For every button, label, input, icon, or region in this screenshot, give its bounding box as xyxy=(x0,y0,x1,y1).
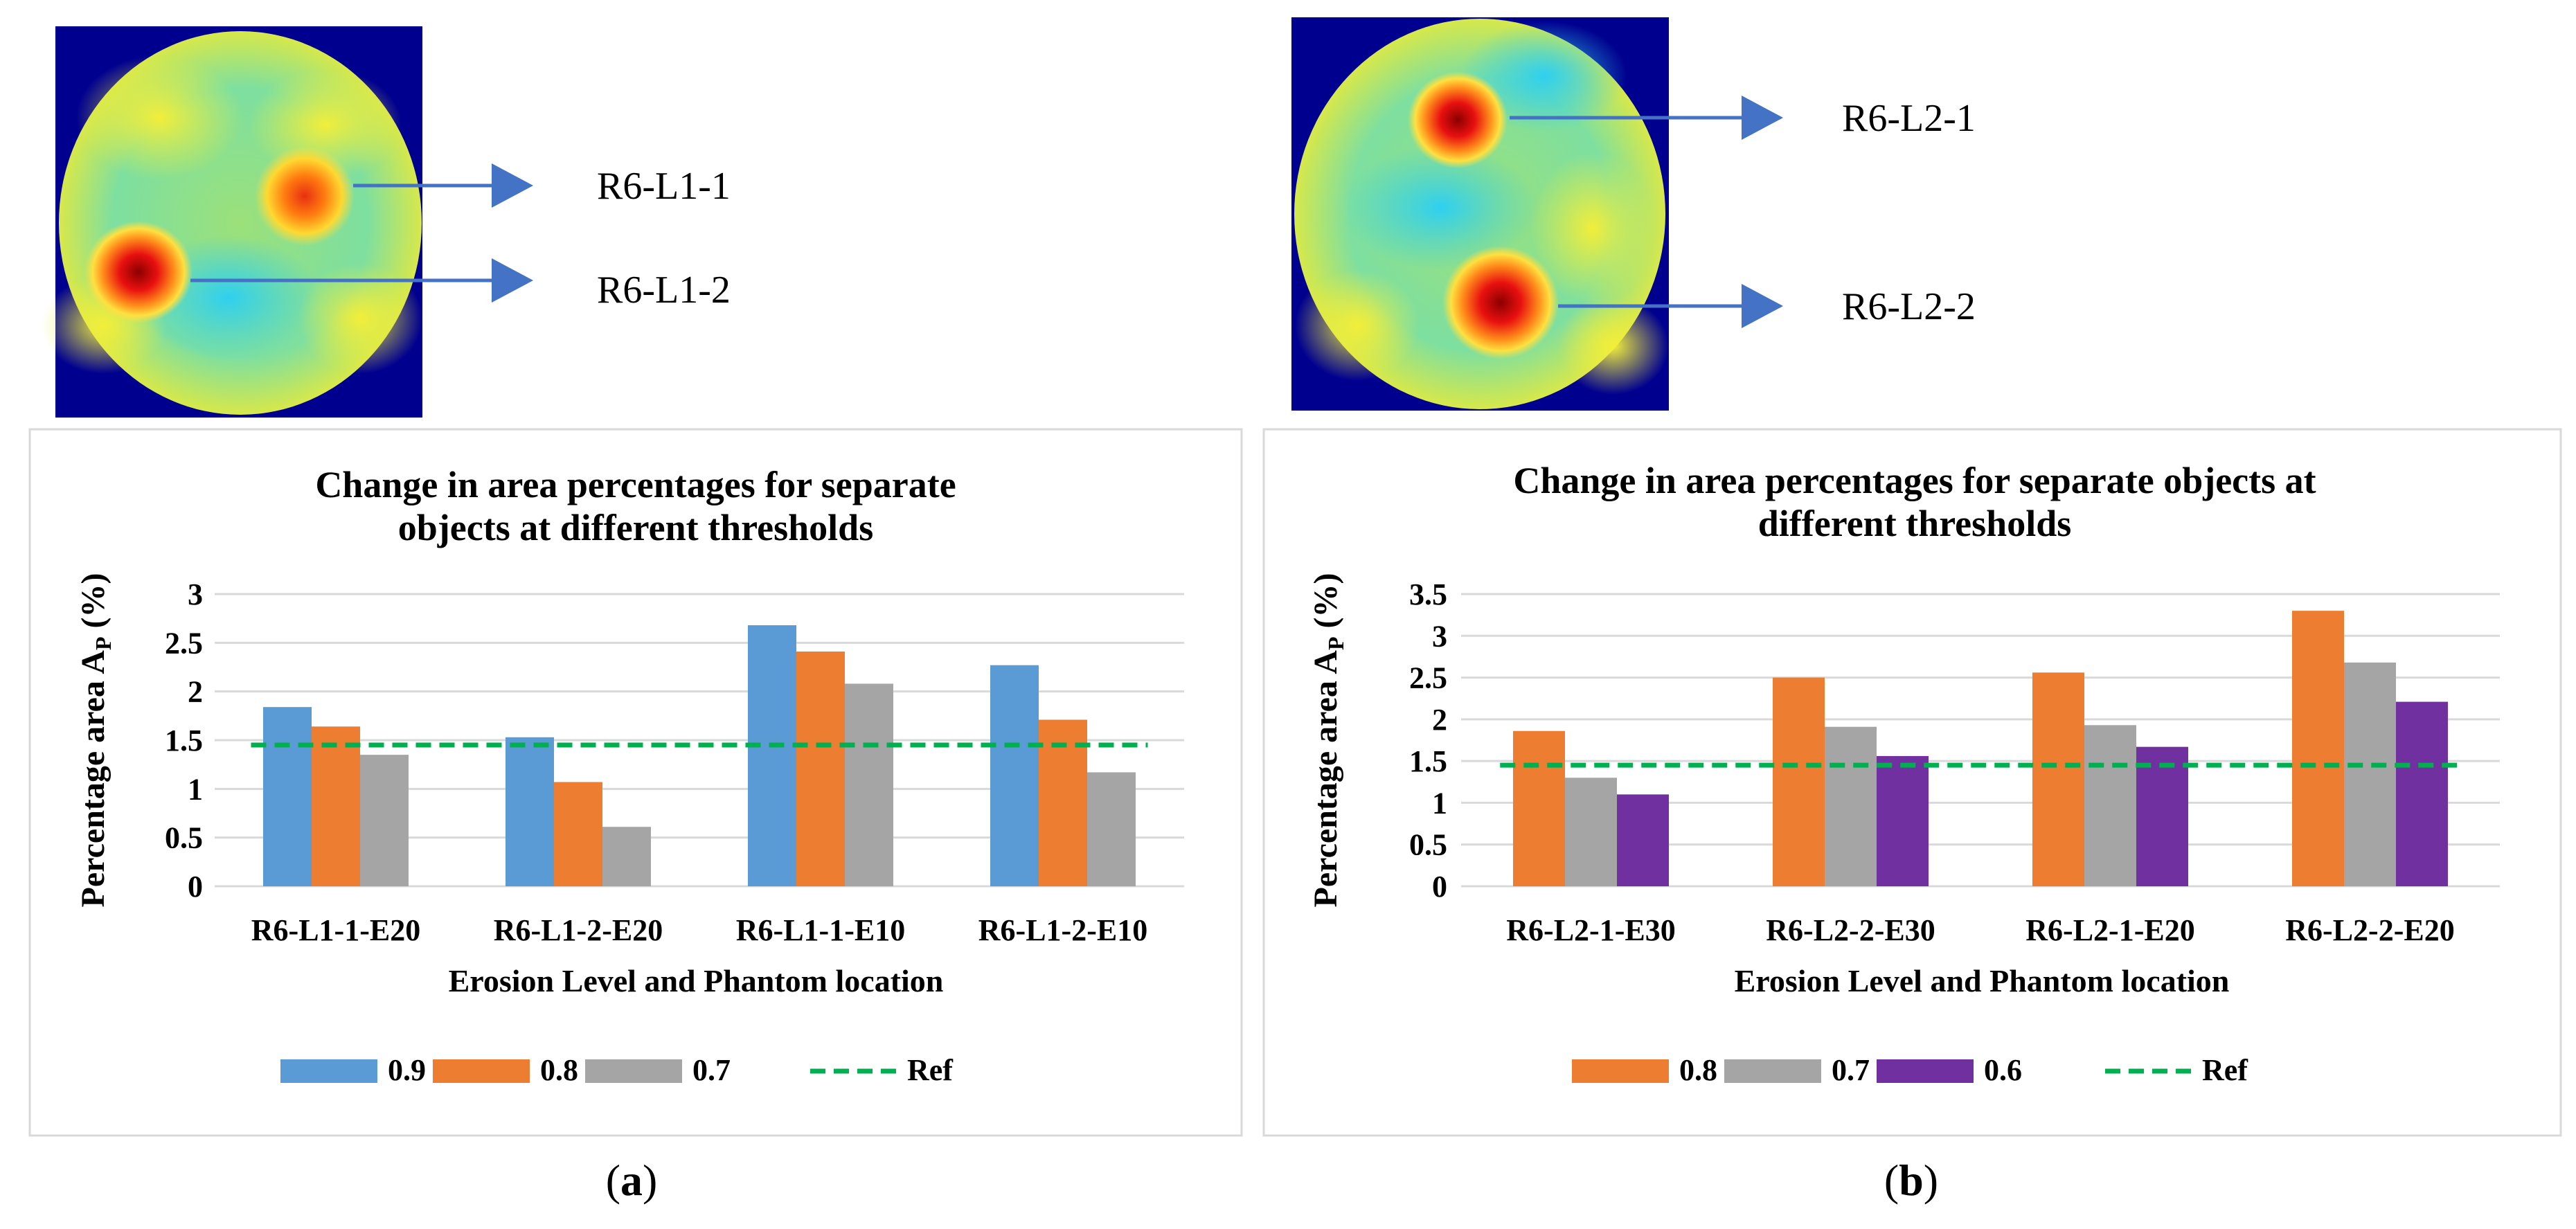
bar xyxy=(1773,677,1825,886)
y-tick-label: 1 xyxy=(188,772,203,806)
reconstruction-image-b xyxy=(1291,17,1669,411)
y-tick-label: 2 xyxy=(188,675,203,709)
chart-title: objects at different thresholds xyxy=(398,507,873,548)
bar xyxy=(2344,662,2396,886)
bar xyxy=(554,782,602,886)
chart-a: Change in area percentages for separateo… xyxy=(75,464,1184,1087)
y-tick-label: 1.5 xyxy=(1409,744,1447,778)
bar xyxy=(2136,746,2188,886)
bar xyxy=(1617,794,1669,886)
y-axis-label: Percentage area AP (%) xyxy=(1307,573,1348,908)
object-blob-2 xyxy=(84,221,193,323)
object-blob-1 xyxy=(255,146,355,246)
x-tick-label: R6-L1-1-E20 xyxy=(251,913,420,947)
legend-label: 0.8 xyxy=(540,1053,578,1087)
x-axis-label: Erosion Level and Phantom location xyxy=(449,963,944,998)
y-tick-label: 0 xyxy=(1432,870,1447,904)
object-blob-2 xyxy=(1442,246,1559,359)
legend-label: 0.7 xyxy=(692,1053,731,1087)
legend-label: Ref xyxy=(2202,1053,2248,1087)
legend-swatch xyxy=(433,1059,530,1083)
x-tick-label: R6-L2-1-E20 xyxy=(2025,913,2194,947)
reconstruction-image-a xyxy=(42,26,422,418)
legend-label: 0.6 xyxy=(1984,1053,2022,1087)
legend-swatch xyxy=(1877,1059,1974,1083)
legend-label: 0.8 xyxy=(1679,1053,1717,1087)
bar xyxy=(796,651,845,886)
bar xyxy=(1039,719,1087,886)
legend-swatch xyxy=(585,1059,682,1083)
y-tick-label: 2.5 xyxy=(165,626,203,660)
y-tick-label: 2 xyxy=(1432,703,1447,737)
arrow-right-icon xyxy=(492,163,533,208)
chart-title: different thresholds xyxy=(1758,503,2072,544)
x-tick-label: R6-L2-2-E20 xyxy=(2285,913,2454,947)
bar xyxy=(990,665,1039,886)
bar xyxy=(2292,611,2344,886)
bar xyxy=(845,683,893,886)
bar xyxy=(2032,672,2084,886)
bar xyxy=(1825,726,1877,886)
y-tick-label: 0 xyxy=(188,870,203,904)
legend-swatch xyxy=(1572,1059,1669,1083)
bar xyxy=(1087,772,1136,886)
y-tick-label: 3.5 xyxy=(1409,577,1447,611)
bar xyxy=(2396,701,2448,886)
y-tick-label: 2.5 xyxy=(1409,661,1447,695)
x-axis-label: Erosion Level and Phantom location xyxy=(1735,963,2230,998)
arrow-right-icon xyxy=(1742,96,1783,140)
label-r6-l1-1: R6-L1-1 xyxy=(597,165,731,208)
y-tick-label: 0.5 xyxy=(165,821,203,855)
bar xyxy=(1877,755,1929,886)
chart-b: Change in area percentages for separate … xyxy=(1307,460,2500,1087)
x-tick-label: R6-L2-1-E30 xyxy=(1506,913,1675,947)
bar xyxy=(263,707,312,886)
label-r6-l1-2: R6-L1-2 xyxy=(597,269,731,312)
y-tick-label: 3 xyxy=(1432,619,1447,653)
legend-swatch xyxy=(280,1059,377,1083)
x-tick-label: R6-L1-1-E10 xyxy=(736,913,905,947)
y-tick-label: 1 xyxy=(1432,786,1447,820)
legend-swatch xyxy=(1724,1059,1821,1083)
bar xyxy=(312,726,360,886)
legend-label: 0.9 xyxy=(388,1053,426,1087)
bar xyxy=(602,827,651,886)
object-blob-1 xyxy=(1408,71,1508,168)
bar xyxy=(360,755,409,886)
arrow-right-icon xyxy=(1742,284,1783,328)
callouts-a: R6-L1-1 R6-L1-2 xyxy=(190,163,731,312)
bar xyxy=(1565,778,1617,886)
y-tick-label: 3 xyxy=(188,577,203,611)
caption-b: (b) xyxy=(1884,1156,1938,1205)
x-tick-label: R6-L1-2-E20 xyxy=(494,913,663,947)
arrow-right-icon xyxy=(492,258,533,303)
label-r6-l2-2: R6-L2-2 xyxy=(1842,285,1976,328)
callouts-b: R6-L2-1 R6-L2-2 xyxy=(1510,96,1976,328)
y-tick-label: 0.5 xyxy=(1409,828,1447,862)
label-r6-l2-1: R6-L2-1 xyxy=(1842,97,1976,140)
y-tick-label: 1.5 xyxy=(165,724,203,757)
legend-label: 0.7 xyxy=(1832,1053,1870,1087)
legend-label: Ref xyxy=(907,1053,954,1087)
chart-title: Change in area percentages for separate … xyxy=(1513,460,2316,501)
bar xyxy=(506,737,554,886)
chart-title: Change in area percentages for separate xyxy=(315,464,956,505)
y-axis-label: Percentage area AP (%) xyxy=(75,573,116,908)
x-tick-label: R6-L1-2-E10 xyxy=(978,913,1147,947)
bar xyxy=(2084,725,2136,886)
bar xyxy=(748,625,796,886)
caption-a: (a) xyxy=(606,1156,658,1205)
x-tick-label: R6-L2-2-E30 xyxy=(1766,913,1935,947)
bar xyxy=(1513,730,1565,886)
